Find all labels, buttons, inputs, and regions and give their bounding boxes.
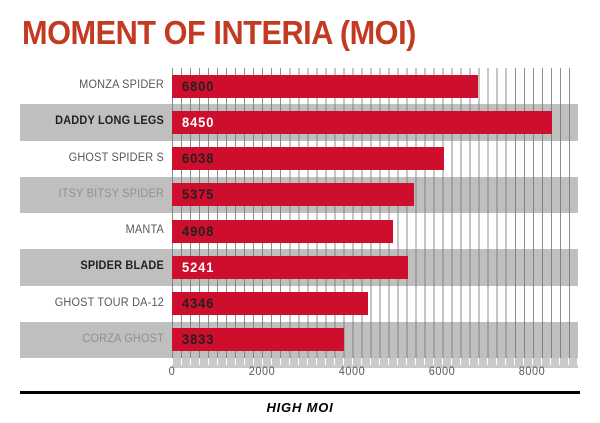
x-axis-tick (532, 358, 533, 365)
x-axis-tick (271, 358, 272, 365)
x-axis-tick (397, 358, 398, 365)
bar: 5375 (172, 183, 414, 207)
bar: 6038 (172, 147, 444, 171)
x-axis-tick (370, 358, 371, 365)
x-axis-tick (298, 358, 299, 365)
x-axis-tick-label: 4000 (338, 366, 366, 378)
x-axis-tick (316, 358, 317, 365)
bar: 3833 (172, 328, 345, 352)
x-axis-tick (505, 358, 506, 365)
x-axis-tick (523, 358, 524, 365)
bar-value-label: 3833 (182, 331, 215, 348)
x-axis-tick (172, 358, 173, 365)
x-axis-tick (244, 358, 245, 365)
x-axis-tick (514, 358, 515, 365)
x-axis-tick (334, 358, 335, 365)
bar: 8450 (172, 110, 553, 134)
x-axis-tick-label: 0 (168, 366, 176, 378)
x-axis-tick (352, 358, 353, 365)
category-label: GHOST TOUR DA-12 (54, 296, 164, 309)
x-axis-tick (235, 358, 236, 365)
x-axis-tick (379, 358, 380, 365)
x-axis-tick (253, 358, 254, 365)
bar-value-label: 6038 (182, 150, 215, 167)
bar: 4908 (172, 219, 393, 243)
x-axis-tick (460, 358, 461, 365)
x-axis-tick (478, 358, 479, 365)
x-axis-tick (541, 358, 542, 365)
chart-plot-area: 6800 8450 6038 5375 4908 5241 4346 3833 MONZA S… (20, 68, 578, 358)
x-axis-tick-marks (172, 358, 578, 368)
category-label: ITSY BITSY SPIDER (58, 187, 164, 200)
x-axis-tick (361, 358, 362, 365)
x-axis-tick (208, 358, 209, 365)
bar-value-label: 4908 (182, 222, 215, 239)
x-axis-tick (181, 358, 182, 365)
x-axis-tick (325, 358, 326, 365)
x-axis-tick (307, 358, 308, 365)
x-axis-tick (343, 358, 344, 365)
x-axis-tick (451, 358, 452, 365)
x-axis-tick-label: 6000 (428, 366, 456, 378)
page-title: MOMENT OF INTERIA (MOI) (22, 14, 416, 51)
x-axis-title: HIGH MOI (266, 400, 334, 415)
bar: 4346 (172, 292, 368, 316)
x-axis-tick (217, 358, 218, 365)
x-axis-tick (424, 358, 425, 365)
category-label: DADDY LONG LEGS (55, 115, 164, 128)
x-axis-tick (496, 358, 497, 365)
x-axis-tick (289, 358, 290, 365)
x-axis-tick (433, 358, 434, 365)
x-axis-tick (280, 358, 281, 365)
x-axis-tick (226, 358, 227, 365)
x-axis-tick (388, 358, 389, 365)
x-axis-tick (487, 358, 488, 365)
x-axis-tick (469, 358, 470, 365)
x-axis-tick (577, 358, 578, 365)
x-axis-tick (568, 358, 569, 365)
category-label: CORZA GHOST (82, 332, 164, 345)
x-axis-tick-label: 2000 (248, 366, 276, 378)
x-axis-tick (199, 358, 200, 365)
bar-value-label: 6800 (182, 77, 215, 94)
bar: 6800 (172, 74, 478, 98)
bar-value-label: 5241 (182, 258, 215, 275)
bar-value-label: 4346 (182, 295, 215, 312)
bars-region: 6800 8450 6038 5375 4908 5241 4346 3833 (172, 68, 577, 358)
bar: 5241 (172, 255, 408, 279)
bar-value-label: 5375 (182, 186, 215, 203)
x-axis-tick (559, 358, 560, 365)
category-label: GHOST SPIDER S (68, 151, 164, 164)
category-label: MANTA (125, 224, 164, 237)
bar-value-label: 8450 (182, 113, 215, 130)
category-label: SPIDER BLADE (80, 260, 164, 273)
x-axis-tick-label: 8000 (518, 366, 546, 378)
x-axis-tick (550, 358, 551, 365)
x-axis-tick (442, 358, 443, 365)
x-axis-tick (406, 358, 407, 365)
x-axis-tick (190, 358, 191, 365)
footer-divider (20, 391, 580, 394)
x-axis-tick (415, 358, 416, 365)
category-label: MONZA SPIDER (79, 79, 164, 92)
x-axis-tick (262, 358, 263, 365)
